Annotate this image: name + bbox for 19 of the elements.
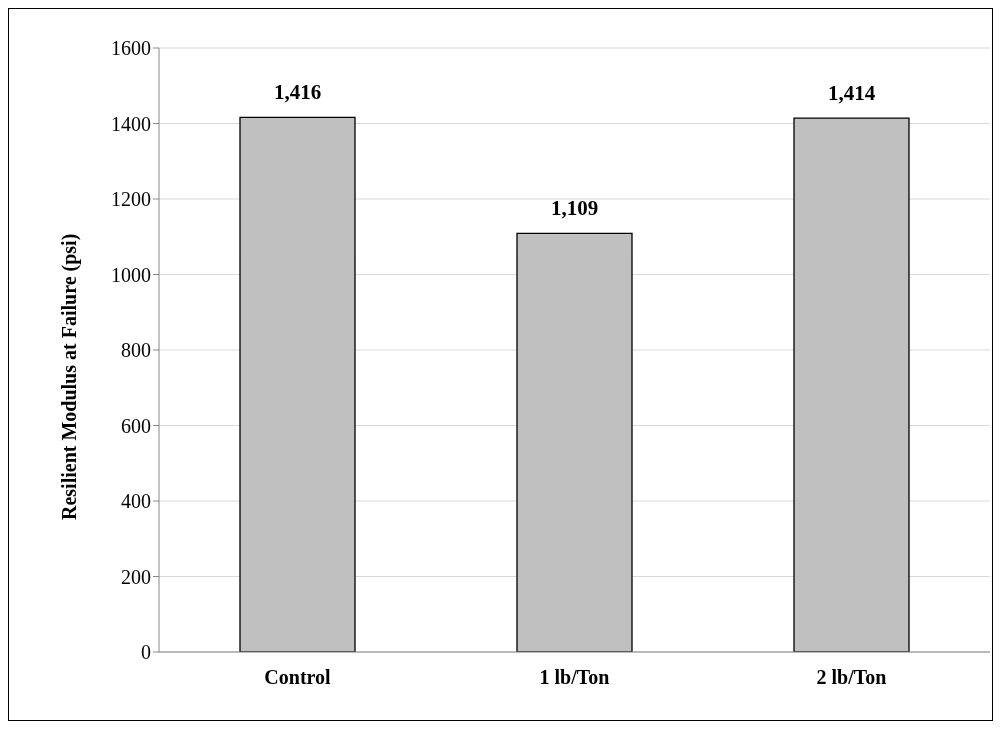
y-tick-label: 1400 [111, 112, 151, 135]
y-tick-label: 1600 [111, 37, 151, 60]
y-tick-label: 0 [141, 641, 151, 664]
data-label: 1,414 [827, 81, 876, 106]
y-tick-label: 200 [121, 565, 151, 588]
bar [516, 232, 633, 652]
y-tick-label: 600 [121, 414, 151, 437]
x-tick-label: 1 lb/Ton [539, 666, 610, 689]
x-tick-label: Control [264, 666, 332, 689]
y-axis-title: Resilient Modulus at Failure (psi) [58, 233, 82, 520]
data-label: 1,109 [550, 196, 599, 221]
bar [793, 117, 910, 652]
y-tick-label: 400 [121, 490, 151, 513]
y-tick-label: 800 [121, 339, 151, 362]
y-tick-label: 1200 [111, 188, 151, 211]
y-tick-label: 1000 [111, 263, 151, 286]
bar [239, 116, 356, 652]
data-label: 1,416 [273, 80, 322, 105]
x-tick-label: 2 lb/Ton [816, 666, 887, 689]
